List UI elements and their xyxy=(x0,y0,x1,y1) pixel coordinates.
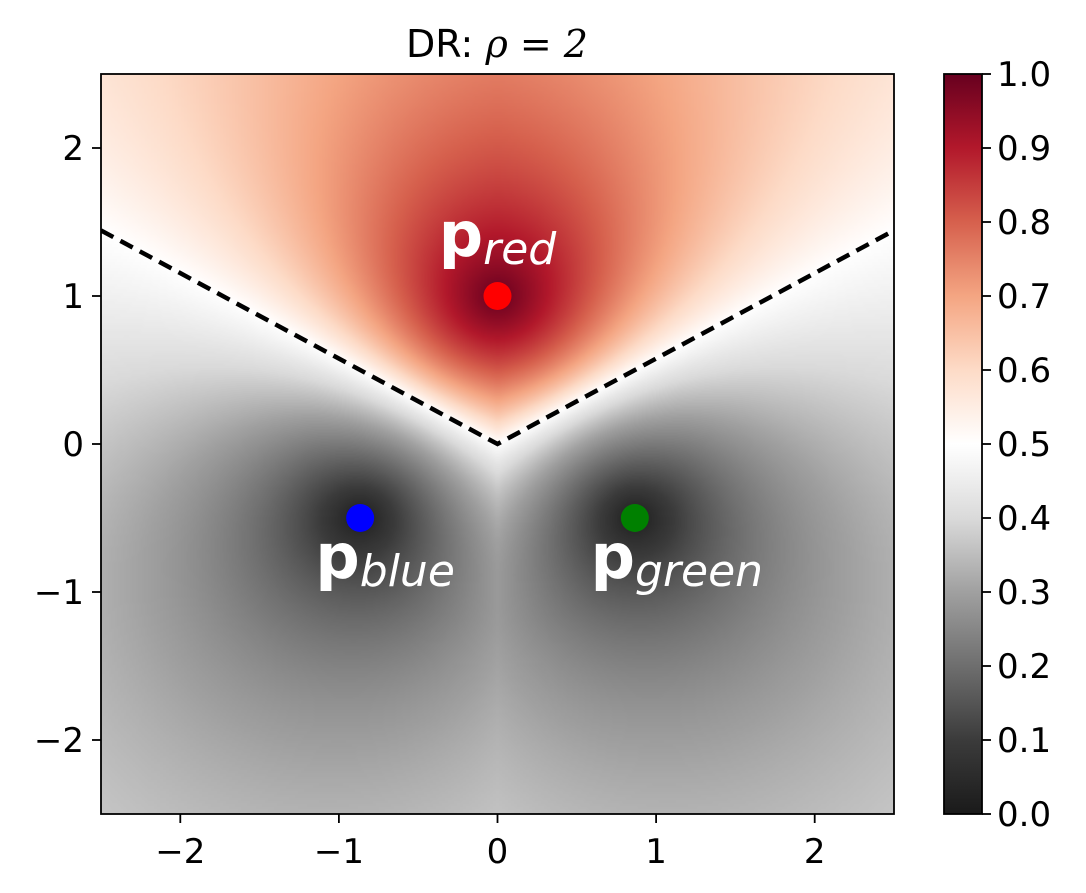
point-red xyxy=(483,282,512,310)
point-label-red: pred xyxy=(439,198,558,275)
colorbar-tick-label: 0.0 xyxy=(997,795,1051,835)
point-green xyxy=(620,504,649,532)
point-blue xyxy=(346,504,375,532)
x-tick-label: 2 xyxy=(804,832,826,872)
y-tick-label: 0 xyxy=(62,425,84,465)
colorbar-tick-label: 0.3 xyxy=(997,573,1051,613)
y-axis: −2 −1 0 1 2 xyxy=(34,129,101,761)
chart-title-math: ρ = 2 xyxy=(484,22,588,66)
colorbar-tick-label: 0.8 xyxy=(997,203,1051,243)
decision-boundary xyxy=(101,228,894,447)
colorbar-tick-label: 0.4 xyxy=(997,499,1051,539)
colorbar-tick-label: 0.1 xyxy=(997,721,1051,761)
colorbar-tick-label: 0.6 xyxy=(997,351,1051,391)
colorbar-gradient xyxy=(944,74,982,814)
colorbar-ticks: 0.0 0.1 0.2 0.3 0.4 0.5 0.6 0.7 0.8 0.9 1.0 xyxy=(982,55,1051,835)
y-tick-label: 2 xyxy=(62,129,84,169)
colorbar-tick-label: 0.9 xyxy=(997,129,1051,169)
x-tick-label: −1 xyxy=(314,832,364,872)
y-tick-label: 1 xyxy=(62,277,84,317)
x-tick-label: 1 xyxy=(645,832,667,872)
colorbar-tick-label: 1.0 xyxy=(997,55,1051,95)
y-tick-label: −1 xyxy=(34,573,84,613)
heatmap-area xyxy=(101,74,894,814)
x-tick-label: 0 xyxy=(487,832,509,872)
point-label-green: pgreen xyxy=(591,520,763,597)
y-tick-label: −2 xyxy=(34,721,84,761)
colorbar: 0.0 0.1 0.2 0.3 0.4 0.5 0.6 0.7 0.8 0.9 1.0 xyxy=(943,55,1051,835)
colorbar-tick-label: 0.7 xyxy=(997,277,1051,317)
colorbar-tick-label: 0.2 xyxy=(997,647,1051,687)
points-layer: pred pblue pgreen xyxy=(315,198,763,597)
chart-title-prefix: DR: xyxy=(406,22,485,66)
chart-title: DR: ρ = 2 xyxy=(406,22,588,66)
x-axis: −2 −1 0 1 2 xyxy=(155,814,826,872)
point-label-blue: pblue xyxy=(315,520,455,597)
x-tick-label: −2 xyxy=(155,832,205,872)
colorbar-tick-label: 0.5 xyxy=(997,425,1051,465)
